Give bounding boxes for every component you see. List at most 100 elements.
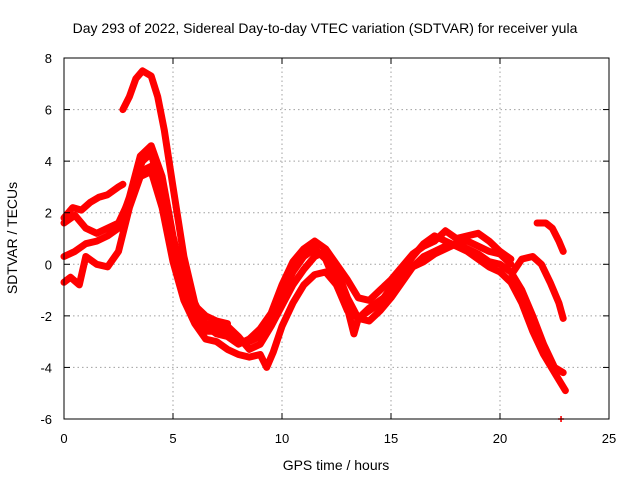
data-point	[560, 369, 567, 376]
data-point	[213, 330, 220, 337]
data-point	[431, 250, 438, 257]
x-tick-label: 25	[602, 431, 616, 446]
x-tick-label: 10	[275, 431, 289, 446]
data-point	[178, 276, 185, 283]
grid-lines	[64, 58, 609, 419]
data-point	[263, 364, 270, 371]
data-point	[377, 297, 384, 304]
data-series	[60, 67, 569, 422]
data-point	[350, 330, 357, 337]
x-tick-label: 20	[493, 431, 507, 446]
series-track-8	[533, 219, 567, 255]
data-point	[202, 336, 209, 343]
data-point	[377, 287, 384, 294]
data-point	[95, 194, 102, 201]
data-point	[235, 341, 242, 348]
data-point	[87, 199, 94, 206]
data-point	[388, 289, 394, 296]
data-point	[562, 387, 569, 394]
chart-title: Day 293 of 2022, Sidereal Day-to-day VTE…	[73, 20, 578, 36]
axis-ticks: 0 5 10 15 20 25 -6 -4 -2 0 2 4 6 8	[40, 51, 616, 446]
series-trace	[119, 67, 515, 348]
x-tick-label: 0	[60, 431, 67, 446]
data-point	[69, 204, 76, 211]
data-point	[549, 225, 556, 232]
data-point	[115, 183, 122, 190]
data-point	[93, 261, 100, 268]
data-point	[67, 274, 74, 281]
data-point	[137, 152, 144, 159]
data-point	[344, 305, 351, 312]
data-point	[148, 142, 155, 149]
data-point	[486, 238, 493, 245]
data-point	[224, 333, 231, 340]
x-axis-label: GPS time / hours	[283, 457, 390, 473]
data-point	[246, 354, 253, 361]
data-point	[355, 294, 362, 301]
data-point	[170, 183, 176, 190]
data-point	[377, 307, 384, 314]
data-point	[311, 271, 318, 278]
data-point	[542, 220, 549, 227]
y-tick-label: 6	[45, 103, 52, 118]
data-point	[148, 73, 155, 80]
y-axis-label: SDTVAR / TECUs	[4, 182, 20, 294]
data-point	[366, 297, 373, 304]
data-point	[398, 274, 405, 281]
data-point	[497, 248, 503, 255]
data-point	[420, 258, 427, 265]
y-tick-label: 4	[45, 154, 52, 169]
data-point	[555, 299, 562, 306]
data-point	[104, 232, 111, 239]
data-point	[518, 299, 525, 306]
data-point	[224, 320, 231, 327]
data-point	[529, 312, 536, 319]
data-point	[540, 351, 547, 358]
data-point	[78, 207, 85, 214]
data-point	[300, 281, 307, 288]
data-point	[93, 230, 100, 237]
y-tick-label: 8	[45, 51, 52, 66]
data-point	[130, 178, 137, 185]
data-point	[82, 225, 89, 232]
x-tick-label: 5	[169, 431, 176, 446]
data-point	[322, 269, 329, 276]
series-track-4	[60, 168, 515, 371]
data-point	[560, 248, 567, 255]
data-point	[547, 279, 554, 286]
data-point	[71, 212, 78, 219]
data-point	[246, 346, 253, 353]
plot-frame	[63, 57, 610, 420]
series-track-6	[130, 149, 231, 328]
data-point	[156, 183, 163, 190]
data-point	[167, 235, 174, 242]
data-point	[464, 232, 471, 239]
data-point	[366, 318, 373, 325]
series-trace	[533, 219, 567, 255]
data-point	[76, 281, 83, 288]
data-point	[202, 323, 209, 330]
data-point	[560, 315, 567, 322]
data-point	[497, 261, 503, 268]
data-point	[82, 240, 89, 247]
data-point	[115, 225, 122, 232]
data-point	[311, 238, 318, 245]
data-point	[191, 320, 198, 327]
data-point	[551, 369, 558, 376]
data-point	[180, 253, 187, 260]
data-point	[431, 238, 438, 245]
data-point	[300, 266, 307, 273]
data-point	[246, 336, 253, 343]
data-point	[257, 341, 264, 348]
data-point	[213, 318, 220, 325]
data-point	[139, 67, 146, 74]
data-point	[322, 245, 329, 252]
data-point	[104, 225, 111, 232]
data-point	[497, 269, 503, 276]
data-point	[486, 263, 493, 270]
data-point	[82, 253, 89, 260]
data-point	[126, 204, 133, 211]
data-point	[475, 256, 482, 263]
data-point	[475, 243, 482, 250]
